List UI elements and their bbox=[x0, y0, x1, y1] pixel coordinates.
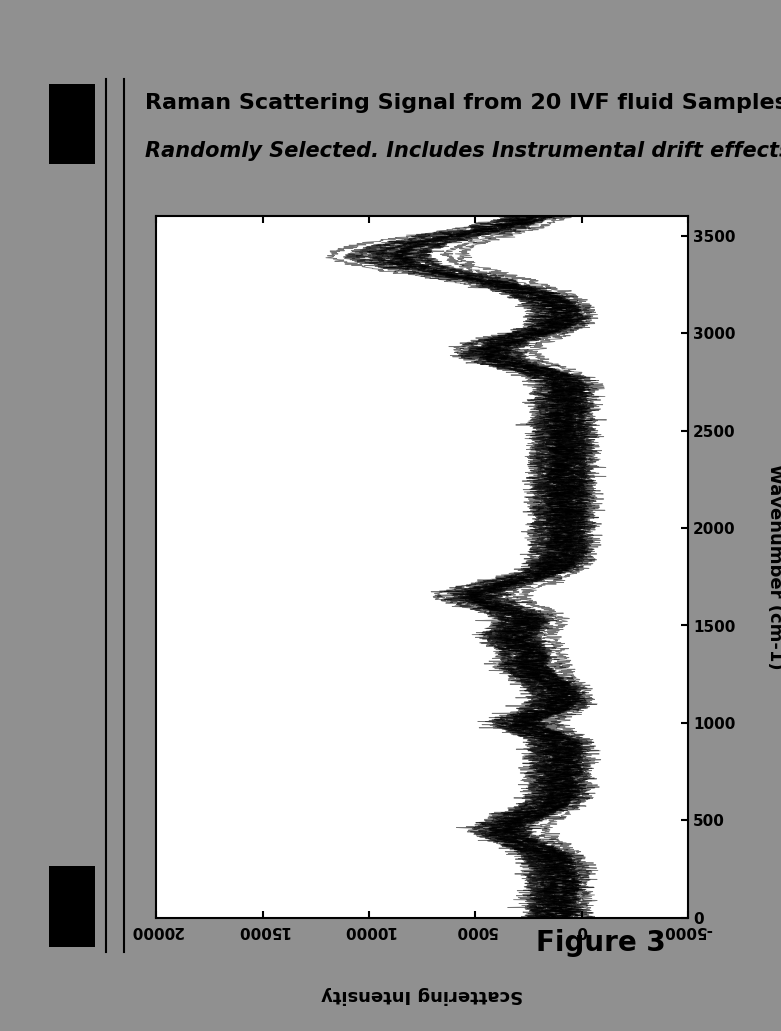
Y-axis label: Wavenumber (cm-1): Wavenumber (cm-1) bbox=[765, 464, 781, 670]
Text: Raman Scattering Signal from 20 IVF fluid Samples: Raman Scattering Signal from 20 IVF flui… bbox=[145, 94, 781, 113]
X-axis label: Scattering Intensity: Scattering Intensity bbox=[321, 986, 522, 1004]
Bar bbox=[49, 866, 95, 947]
Bar bbox=[49, 84, 95, 165]
Text: Figure 3: Figure 3 bbox=[535, 929, 665, 957]
Text: Randomly Selected. Includes Instrumental drift effects, etc: Randomly Selected. Includes Instrumental… bbox=[145, 141, 781, 161]
